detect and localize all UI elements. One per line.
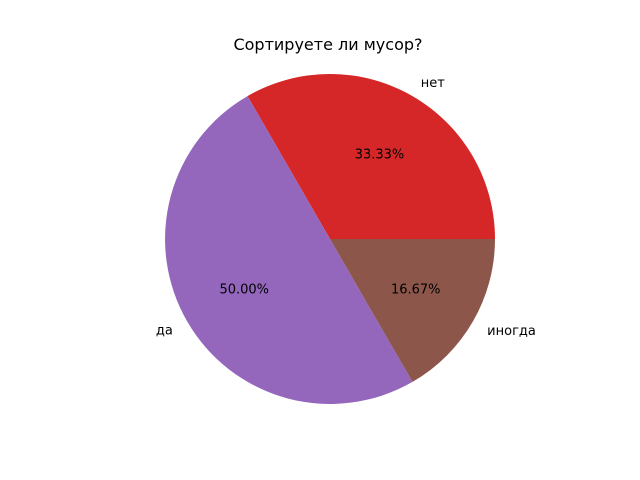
- pie-labels: нет 33.33% да 50.00% иногда 16.67%: [156, 76, 536, 339]
- slice-percent-0: 33.33%: [355, 147, 405, 162]
- pie-slice-2: [330, 239, 495, 382]
- pie-slices: [165, 74, 495, 404]
- slice-label-0: нет: [421, 76, 445, 91]
- pie-slice-0: [247, 74, 495, 239]
- slice-label-2: иногда: [487, 324, 536, 339]
- slice-percent-1: 50.00%: [219, 282, 269, 297]
- slice-percent-2: 16.67%: [391, 283, 441, 298]
- slice-label-1: да: [156, 324, 173, 339]
- pie-slice-1: [165, 96, 413, 404]
- chart-title: Сортируете ли мусор?: [233, 35, 422, 54]
